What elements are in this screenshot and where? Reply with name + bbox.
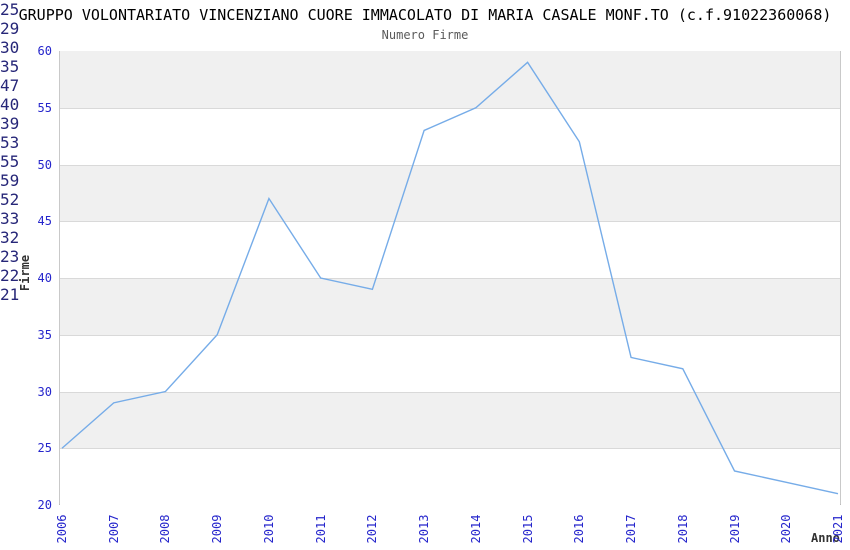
x-axis-tick-label: 2018 xyxy=(675,514,690,544)
y-gridline xyxy=(60,164,840,166)
y-axis-tick-label: 45 xyxy=(37,214,52,229)
data-point-label: 47 xyxy=(0,76,20,95)
x-axis-tick-label: 2010 xyxy=(261,514,276,544)
x-axis-tick-label: 2007 xyxy=(106,514,121,544)
x-axis-title: Anno xyxy=(811,531,840,545)
y-gridline xyxy=(60,391,840,393)
x-axis-tick-label: 2013 xyxy=(417,514,432,544)
background-band xyxy=(60,448,840,505)
x-axis-tick-label: 2017 xyxy=(624,514,639,544)
plot-area xyxy=(59,51,841,505)
x-axis-tick-label: 2012 xyxy=(365,514,380,544)
data-point-label: 30 xyxy=(0,38,20,57)
x-axis-tick-label: 2021 xyxy=(831,514,845,544)
background-band xyxy=(60,334,840,392)
y-axis-tick-label: 20 xyxy=(37,498,52,512)
y-gridline xyxy=(60,221,840,223)
background-band xyxy=(60,107,840,165)
y-axis-tick-label: 55 xyxy=(37,100,52,115)
data-point-label: 25 xyxy=(0,0,20,19)
x-axis-tick-label: 2015 xyxy=(520,514,535,544)
x-axis-tick-label: 2014 xyxy=(468,514,483,544)
data-point-label: 29 xyxy=(0,19,20,38)
x-axis-tick-label: 2019 xyxy=(727,514,742,544)
data-point-label: 53 xyxy=(0,133,20,152)
x-axis-tick-label: 2020 xyxy=(779,514,794,544)
y-axis-tick-label: 60 xyxy=(37,44,52,58)
data-point-label: 21 xyxy=(0,285,20,304)
data-point-label: 52 xyxy=(0,190,20,209)
x-axis-tick-label: 2009 xyxy=(210,514,225,544)
y-axis-tick-label: 40 xyxy=(37,271,52,285)
data-point-label: 22 xyxy=(0,266,20,285)
chart-title: GRUPPO VOLONTARIATO VINCENZIANO CUORE IM… xyxy=(18,6,832,24)
background-band xyxy=(60,221,840,278)
x-axis-tick-label: 2008 xyxy=(158,514,173,544)
background-band xyxy=(60,51,840,108)
data-point-label: 23 xyxy=(0,247,20,266)
data-point-label: 32 xyxy=(0,228,20,247)
data-point-label: 35 xyxy=(0,57,20,76)
y-gridline xyxy=(60,107,840,109)
background-band xyxy=(60,164,840,222)
x-axis-tick-label: 2011 xyxy=(313,514,328,544)
y-axis-tick-label: 50 xyxy=(37,157,52,172)
background-band xyxy=(60,391,840,449)
background-band xyxy=(60,278,840,335)
y-axis-tick-label: 35 xyxy=(37,327,52,342)
y-gridline xyxy=(60,278,840,279)
data-point-label: 59 xyxy=(0,171,20,190)
data-point-label: 33 xyxy=(0,209,20,228)
data-point-label: 55 xyxy=(0,152,20,171)
y-gridline xyxy=(60,448,840,450)
x-axis-tick-label: 2006 xyxy=(55,514,69,544)
data-point-label: 39 xyxy=(0,114,20,133)
x-axis-tick-label: 2016 xyxy=(572,514,587,544)
data-point-label: 40 xyxy=(0,95,20,114)
y-gridline xyxy=(60,334,840,336)
y-axis-tick-label: 30 xyxy=(37,384,52,399)
y-axis-tick-label: 25 xyxy=(37,441,52,456)
chart-subtitle: Numero Firme xyxy=(381,28,469,42)
